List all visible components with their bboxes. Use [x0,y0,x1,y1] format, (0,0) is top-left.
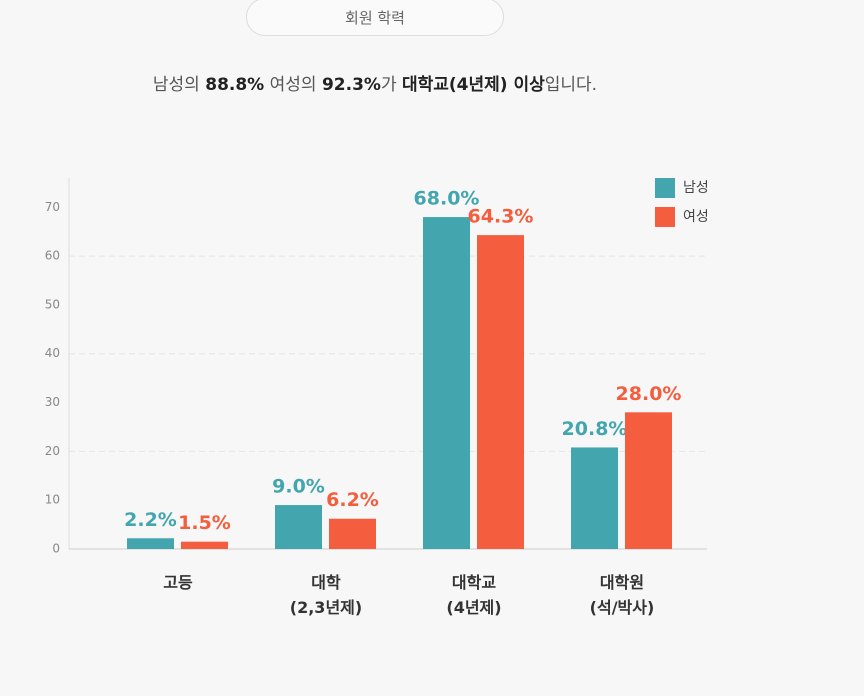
subtitle-part: 남성의 [152,75,206,95]
y-tick-label: 40 [45,346,60,360]
tab[interactable]: 회원 학력 [246,0,504,36]
y-tick-label: 10 [45,493,60,507]
value-label: 1.5% [178,512,231,534]
value-label: 20.8% [562,418,628,440]
subtitle-part: 대학교(4년제) 이상 [401,75,545,95]
bar [181,541,228,549]
subtitle-part: 88.8% [205,75,265,95]
bar [571,447,618,549]
value-label: 2.2% [124,509,177,531]
x-tick-label: 대학교 (4년제) [446,573,502,617]
bar [275,505,322,549]
y-tick-label: 0 [52,542,60,556]
value-label: 64.3% [468,206,534,228]
x-tick-label: 고등 [163,573,193,592]
y-tick-label: 70 [45,200,60,214]
subtitle-part: 가 [380,75,402,95]
value-label: 6.2% [326,489,379,511]
bar [423,217,470,550]
value-label: 9.0% [272,476,325,498]
value-label: 68.0% [414,188,480,210]
x-tick-label: 대학 (2,3년제) [289,573,363,617]
bar [329,518,376,549]
bar [127,538,174,549]
y-tick-label: 20 [45,444,60,458]
legend-label: 여성 [683,209,709,225]
subtitle-part: 92.3% [321,75,381,95]
y-tick-label: 50 [45,297,60,311]
legend-swatch [655,207,675,227]
subtitle-part: 여성의 [264,75,322,95]
subtitle: 남성의 88.8% 여성의 92.3%가 대학교(4년제) 이상입니다. [0,70,750,95]
legend-swatch [655,178,675,198]
y-tick-label: 30 [45,395,60,409]
y-tick-label: 60 [45,249,60,263]
bar [625,412,672,549]
bar [477,235,524,549]
value-label: 28.0% [616,383,682,405]
subtitle-part: 입니다. [544,75,598,95]
x-tick-label: 대학원 (석/박사) [589,573,655,617]
legend-label: 남성 [683,180,709,196]
